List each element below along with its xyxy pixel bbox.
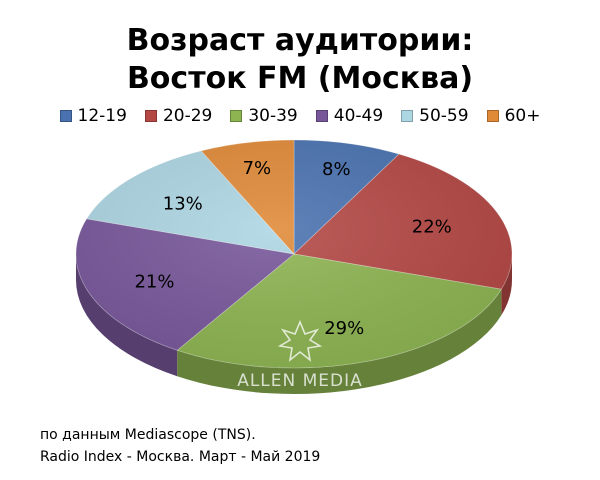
chart-title-line-2: Восток FM (Москва) [126,61,474,96]
legend-item-20-29: 20-29 [144,106,213,126]
legend-label: 60+ [504,106,541,126]
legend-swatch [401,110,414,122]
legend-swatch [315,110,328,122]
watermark-text: ALLEN MEDIA [237,371,363,391]
legend-item-50-59: 50-59 [401,106,469,126]
legend-item-12-19: 12-19 [59,106,127,126]
data-labels: 8% 22% 29% 21% 13% 7% [134,158,451,339]
pie-slices [75,139,513,369]
legend-label: 50-59 [419,106,469,126]
legend-label: 30-39 [248,106,298,126]
pie-top-shading [76,140,512,368]
legend-label: 12-19 [77,106,127,126]
source-line-2: Radio Index - Москва. Март - Май 2019 [40,449,321,465]
legend-item-30-39: 30-39 [230,106,298,126]
data-label-20-29: 22% [412,217,452,238]
legend-swatch [59,110,72,122]
pie-side-40-49 [76,254,178,377]
source-note: по данным Mediascope (TNS). Radio Index … [40,424,320,468]
legend-item-60-plus: 60+ [486,106,541,126]
star-burst-icon [277,319,323,362]
data-label-12-19: 8% [322,159,351,180]
legend-label: 20-29 [162,106,213,126]
data-label-40-49: 21% [134,271,174,292]
data-label-60-plus: 7% [243,158,272,179]
watermark: ALLEN MEDIA [237,319,363,391]
legend-swatch [486,110,499,122]
pie-sides [76,254,512,395]
legend-item-40-49: 40-49 [315,106,384,126]
source-line-1: по данным Mediascope (TNS). [40,427,256,443]
pie-side-20-29 [501,254,512,316]
legend-swatch [144,110,157,122]
data-label-50-59: 13% [163,194,203,215]
pie-side-30-39 [177,289,502,395]
legend-swatch [230,110,243,122]
legend-label: 40-49 [333,106,384,126]
chart-title: Возраст аудитории: Восток FM (Москва) [0,22,600,98]
chart-legend: 12-19 20-29 30-39 40-49 50-59 60+ [0,106,600,126]
chart-title-line-1: Возраст аудитории: [126,23,474,58]
data-label-30-39: 29% [324,318,364,339]
